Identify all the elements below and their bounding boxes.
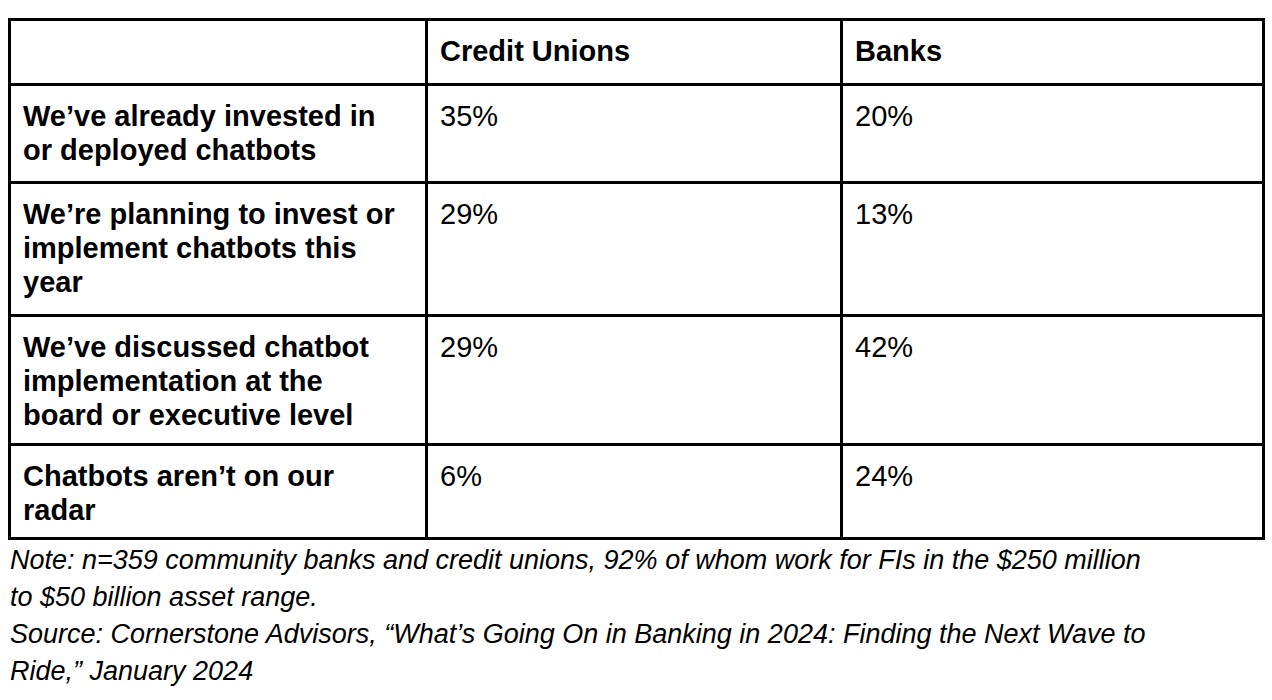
banks-value-invested: 20% bbox=[842, 85, 1264, 183]
table-row-not-on-radar: Chatbots aren’t on our radar 6% 24% bbox=[10, 445, 1264, 539]
note-text: Note: n=359 community banks and credit u… bbox=[10, 542, 1266, 616]
row-label-invested: We’ve already invested in or deployed ch… bbox=[10, 85, 427, 183]
table-row-planning: We’re planning to invest or implement ch… bbox=[10, 183, 1264, 316]
source-text: Source: Cornerstone Advisors, “What’s Go… bbox=[10, 616, 1266, 690]
row-label-discussed: We’ve discussed chatbot implementation a… bbox=[10, 316, 427, 445]
header-credit-unions: Credit Unions bbox=[427, 20, 842, 85]
table-figure: Credit Unions Banks We’ve already invest… bbox=[0, 0, 1272, 700]
banks-value-not-on-radar: 24% bbox=[842, 445, 1264, 539]
table-row-discussed: We’ve discussed chatbot implementation a… bbox=[10, 316, 1264, 445]
credit-unions-value-discussed: 29% bbox=[427, 316, 842, 445]
row-label-not-on-radar: Chatbots aren’t on our radar bbox=[10, 445, 427, 539]
banks-value-discussed: 42% bbox=[842, 316, 1264, 445]
credit-unions-value-not-on-radar: 6% bbox=[427, 445, 842, 539]
chatbot-survey-table: Credit Unions Banks We’ve already invest… bbox=[8, 18, 1265, 540]
table-row-invested: We’ve already invested in or deployed ch… bbox=[10, 85, 1264, 183]
credit-unions-value-invested: 35% bbox=[427, 85, 842, 183]
banks-value-planning: 13% bbox=[842, 183, 1264, 316]
header-empty-cell bbox=[10, 20, 427, 85]
header-row: Credit Unions Banks bbox=[10, 20, 1264, 85]
credit-unions-value-planning: 29% bbox=[427, 183, 842, 316]
header-banks: Banks bbox=[842, 20, 1264, 85]
row-label-planning: We’re planning to invest or implement ch… bbox=[10, 183, 427, 316]
